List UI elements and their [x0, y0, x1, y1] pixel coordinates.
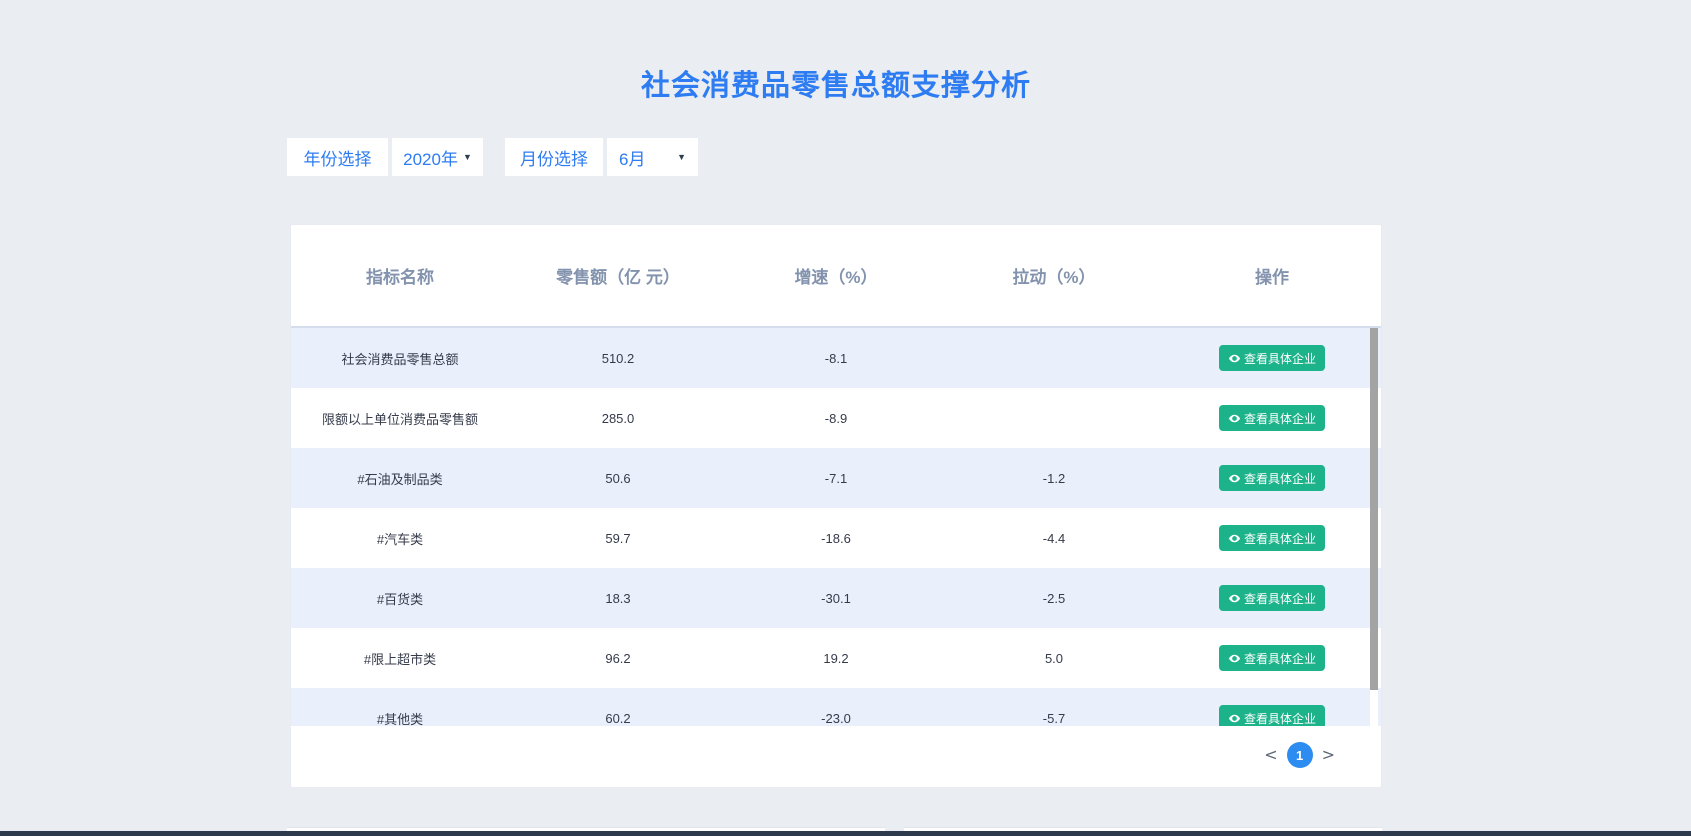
year-select-label-text: 年份选择 [303, 149, 372, 169]
column-header: 增速（%） [794, 268, 878, 287]
view-enterprises-button[interactable]: 查看具体企业 [1218, 645, 1325, 671]
cell-retail: 50.6 [605, 470, 631, 486]
cell-growth: -30.1 [821, 590, 851, 606]
view-enterprises-button-label: 查看具体企业 [1243, 411, 1316, 426]
table-scrollbar-thumb[interactable] [1370, 328, 1378, 690]
view-enterprises-button-label: 查看具体企业 [1243, 591, 1316, 606]
cell-name: 限额以上单位消费品零售额 [321, 411, 478, 427]
cell-pull: 5.0 [1044, 650, 1064, 666]
pagination: < 1 > [1264, 741, 1335, 769]
cell-pull: -4.4 [1042, 530, 1066, 546]
year-select-label: 年份选择 [287, 138, 388, 176]
view-enterprises-button-label: 查看具体企业 [1243, 711, 1316, 726]
cell-action: 查看具体企业 [1163, 465, 1381, 491]
cell-retail: 510.2 [601, 350, 635, 366]
cell-pull: -1.2 [1042, 470, 1066, 486]
cell-name: #石油及制品类 [357, 471, 443, 487]
column-header: 操作 [1255, 268, 1289, 287]
pagination-next-button[interactable]: > [1321, 745, 1335, 764]
eye-icon [1228, 354, 1241, 362]
view-enterprises-button-label: 查看具体企业 [1243, 351, 1316, 366]
cell-growth: -7.1 [824, 470, 848, 486]
cell-action: 查看具体企业 [1163, 345, 1381, 371]
cell-retail: 18.3 [605, 590, 631, 606]
view-enterprises-button-label: 查看具体企业 [1243, 651, 1316, 666]
table-row: #石油及制品类 50.6 -7.1 -1.2 查看具体企业 [291, 448, 1381, 508]
year-select-dropdown[interactable]: 2020年 ▼ [392, 138, 483, 176]
cell-retail: 285.0 [601, 410, 635, 426]
eye-icon [1228, 714, 1241, 722]
table-body: 社会消费品零售总额 510.2 -8.1 查看具体企业 限额以上单位消费品零售额 285.… [291, 328, 1381, 726]
cell-action: 查看具体企业 [1163, 405, 1381, 431]
table-row: 社会消费品零售总额 510.2 -8.1 查看具体企业 [291, 328, 1381, 388]
cell-growth: -8.1 [824, 350, 848, 366]
pagination-page-1[interactable]: 1 [1286, 742, 1313, 768]
eye-icon [1228, 654, 1241, 662]
page-title: 社会消费品零售总额支撑分析 [640, 70, 1031, 102]
month-select-dropdown[interactable]: 6月 ▼ [607, 138, 698, 176]
month-select-label: 月份选择 [505, 138, 603, 176]
table-row: #其他类 60.2 -23.0 -5.7 查看具体企业 [291, 688, 1381, 726]
chevron-down-icon: ▼ [677, 151, 686, 162]
column-header: 拉动（%） [1012, 268, 1096, 287]
year-select-value: 2020年 [403, 149, 458, 169]
cell-name: #限上超市类 [363, 651, 437, 667]
column-header: 指标名称 [366, 268, 434, 287]
cell-action: 查看具体企业 [1163, 705, 1381, 726]
eye-icon [1228, 534, 1241, 542]
cell-action: 查看具体企业 [1163, 525, 1381, 551]
table-scrollbar-track[interactable] [1370, 328, 1378, 726]
cell-retail: 60.2 [605, 710, 631, 726]
cell-name: #其他类 [376, 711, 424, 727]
cell-retail: 59.7 [605, 530, 631, 546]
table-header-row: 指标名称 零售额（亿 元） 增速（%） 拉动（%） 操作 [291, 225, 1381, 328]
cell-pull: -5.7 [1042, 710, 1066, 726]
analysis-table-card: 指标名称 零售额（亿 元） 增速（%） 拉动（%） 操作 社会消费品零售总额 510.2 -… [290, 224, 1382, 788]
table-row: #汽车类 59.7 -18.6 -4.4 查看具体企业 [291, 508, 1381, 568]
cell-growth: 19.2 [823, 650, 849, 666]
bottom-navy-bar [0, 831, 1691, 836]
chevron-down-icon: ▼ [462, 151, 472, 162]
table-row: #百货类 18.3 -30.1 -2.5 查看具体企业 [291, 568, 1381, 628]
view-enterprises-button[interactable]: 查看具体企业 [1218, 345, 1325, 371]
month-select-label-text: 月份选择 [520, 149, 588, 169]
month-select-value: 6月 [619, 149, 646, 169]
cell-pull: -2.5 [1042, 590, 1066, 606]
view-enterprises-button[interactable]: 查看具体企业 [1218, 585, 1325, 611]
cell-growth: -18.6 [821, 530, 851, 546]
view-enterprises-button[interactable]: 查看具体企业 [1218, 405, 1325, 431]
cell-growth: -23.0 [821, 710, 851, 726]
cell-name: #百货类 [376, 591, 424, 607]
view-enterprises-button[interactable]: 查看具体企业 [1218, 525, 1325, 551]
pagination-prev-button[interactable]: < [1264, 745, 1278, 764]
view-enterprises-button-label: 查看具体企业 [1243, 471, 1316, 486]
eye-icon [1228, 414, 1241, 422]
view-enterprises-button-label: 查看具体企业 [1243, 531, 1316, 546]
view-enterprises-button[interactable]: 查看具体企业 [1218, 465, 1325, 491]
cell-name: 社会消费品零售总额 [341, 351, 459, 367]
cell-retail: 96.2 [605, 650, 631, 666]
view-enterprises-button[interactable]: 查看具体企业 [1218, 705, 1325, 726]
eye-icon [1228, 474, 1241, 482]
eye-icon [1228, 594, 1241, 602]
table-row: #限上超市类 96.2 19.2 5.0 查看具体企业 [291, 628, 1381, 688]
cell-growth: -8.9 [824, 410, 848, 426]
column-header: 零售额（亿 元） [556, 268, 680, 287]
cell-name: #汽车类 [376, 531, 424, 547]
cell-action: 查看具体企业 [1163, 585, 1381, 611]
cell-action: 查看具体企业 [1163, 645, 1381, 671]
table-row: 限额以上单位消费品零售额 285.0 -8.9 查看具体企业 [291, 388, 1381, 448]
